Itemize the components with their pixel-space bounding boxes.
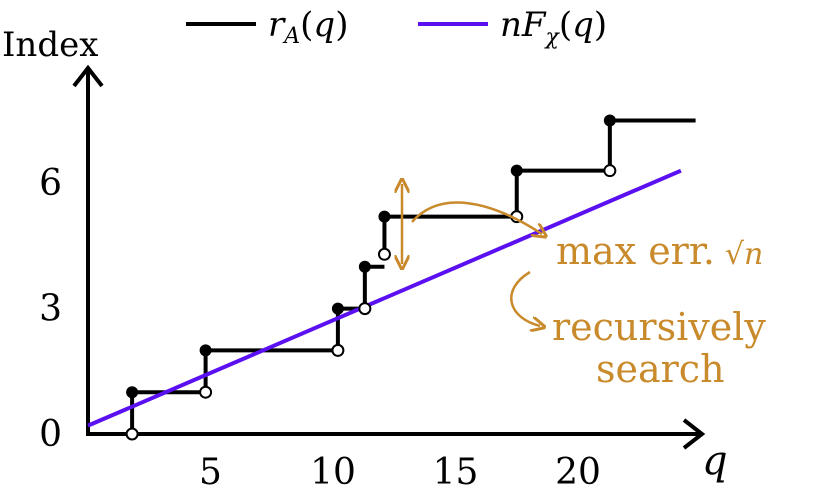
filled-point-3 [331, 302, 344, 315]
line-series-nf [87, 168, 682, 428]
open-point-2 [199, 385, 213, 399]
filled-point-2 [199, 344, 212, 357]
filled-point-4 [358, 260, 371, 273]
legend-label-nf: nFχ(q) [500, 5, 607, 50]
x-tick-labels: 5 10 15 20 [199, 452, 601, 493]
legend-label-ra: rA(q) [268, 5, 348, 49]
legend: rA(q) nFχ(q) [186, 5, 607, 50]
cdf-line [87, 168, 682, 428]
open-point-3 [331, 343, 345, 357]
max-err-label: max err. √n [556, 229, 763, 273]
filled-point-7 [603, 114, 616, 127]
open-point-5 [377, 247, 391, 261]
axes: Index q [2, 25, 728, 484]
y-tick-label-6: 6 [39, 163, 62, 204]
y-tick-labels: 0 3 6 [39, 163, 62, 455]
x-tick-label-20: 20 [555, 452, 601, 493]
open-point-1 [125, 427, 139, 441]
annotations: max err. √n recursively search [402, 184, 766, 391]
x-tick-label-5: 5 [199, 452, 222, 493]
y-tick-label-0: 0 [39, 414, 62, 455]
filled-point-5 [378, 210, 391, 223]
step-markers [125, 114, 617, 441]
x-axis-arrow [682, 418, 706, 450]
y-tick-label-3: 3 [39, 289, 62, 330]
open-point-7 [603, 164, 617, 178]
x-tick-label-15: 15 [433, 452, 479, 493]
curved-arrow-to-max-err [411, 201, 542, 234]
recursively-label: recursively [552, 305, 766, 349]
open-point-4 [358, 302, 372, 316]
filled-point-6 [510, 164, 523, 177]
y-axis-arrow [72, 64, 104, 88]
x-tick-label-10: 10 [310, 452, 356, 493]
curved-arrow-to-recursively [510, 270, 540, 326]
x-axis-label: q [702, 438, 728, 484]
filled-point-1 [126, 386, 139, 399]
y-axis-label: Index [2, 25, 98, 65]
search-label: search [596, 347, 725, 391]
